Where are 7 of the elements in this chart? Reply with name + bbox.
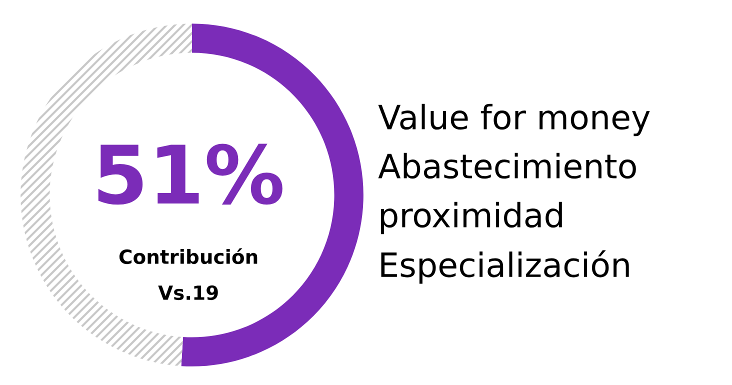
text: Especialización <box>381 250 629 284</box>
text: Contribución <box>119 248 258 264</box>
text: Abastecimiento <box>378 152 636 179</box>
text: 51% <box>98 144 282 205</box>
text: proximidad <box>381 202 562 234</box>
text: Vs.19 <box>158 285 218 300</box>
text: Value for money <box>378 104 650 136</box>
